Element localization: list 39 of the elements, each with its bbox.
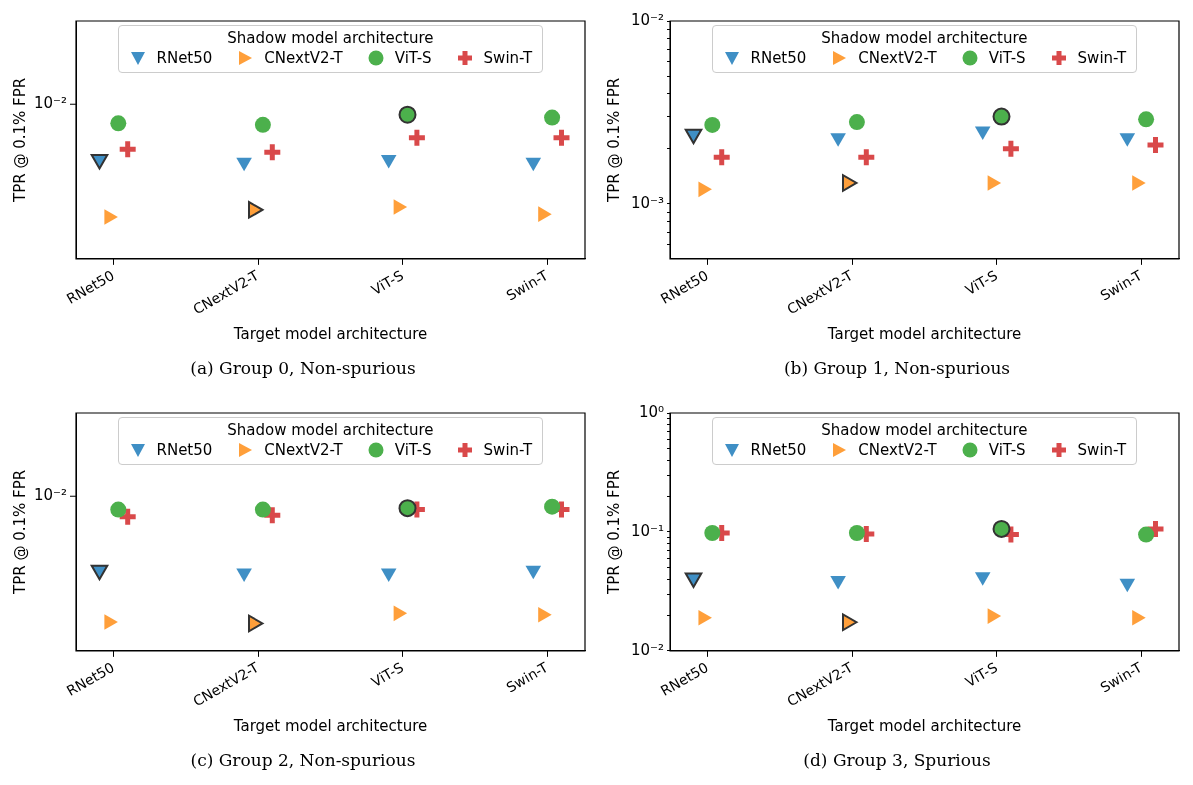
x-axis-title: Target model architecture [826, 716, 1022, 735]
y-axis-title: TPR @ 0.1% FPR [604, 469, 623, 595]
legend-label: Swin-T [483, 49, 533, 67]
text: (c) Group 2, Non-spurious [189, 750, 417, 770]
legend-label: ViT-S [394, 441, 432, 459]
text: (b) Group 1, Non-spurious [782, 358, 1012, 378]
y-tick-label: 10⁻¹ [630, 521, 665, 540]
legend-label: Swin-T [483, 441, 533, 459]
text: (a) Group 0, Non-spurious [189, 358, 417, 378]
legend-label: Swin-T [1077, 441, 1127, 459]
y-tick-label: 10⁰ [638, 402, 665, 421]
y-axis-title: TPR @ 0.1% FPR [10, 469, 29, 595]
legend-label: Swin-T [1077, 49, 1127, 67]
legend-title: Shadow model architecture [820, 29, 1029, 47]
y-tick-label: 10⁻³ [630, 193, 665, 212]
legend-label: RNet50 [156, 441, 213, 459]
legend-title: Shadow model architecture [226, 421, 435, 439]
y-axis-title: TPR @ 0.1% FPR [10, 77, 29, 203]
x-axis-title: Target model architecture [826, 324, 1022, 343]
y-axis-title: TPR @ 0.1% FPR [604, 77, 623, 203]
legend-label: ViT-S [988, 441, 1026, 459]
legend-label: ViT-S [394, 49, 432, 67]
x-axis-title: Target model architecture [232, 716, 428, 735]
text: (d) Group 3, Spurious [802, 750, 992, 770]
legend-label: RNet50 [750, 441, 807, 459]
legend-label: CNextV2-T [858, 49, 937, 67]
legend-label: RNet50 [750, 49, 807, 67]
legend-label: CNextV2-T [858, 441, 937, 459]
x-axis-title: Target model architecture [232, 324, 428, 343]
legend-label: RNet50 [156, 49, 213, 67]
legend-title: Shadow model architecture [226, 29, 435, 47]
text: 10⁻² [33, 486, 67, 505]
y-tick-label: 10⁻² [630, 10, 665, 29]
legend-label: ViT-S [988, 49, 1026, 67]
legend-label: CNextV2-T [264, 49, 343, 67]
legend-title: Shadow model architecture [820, 421, 1029, 439]
text: 10⁻² [33, 94, 67, 113]
y-tick-label: 10⁻² [630, 640, 665, 659]
legend-label: CNextV2-T [264, 441, 343, 459]
